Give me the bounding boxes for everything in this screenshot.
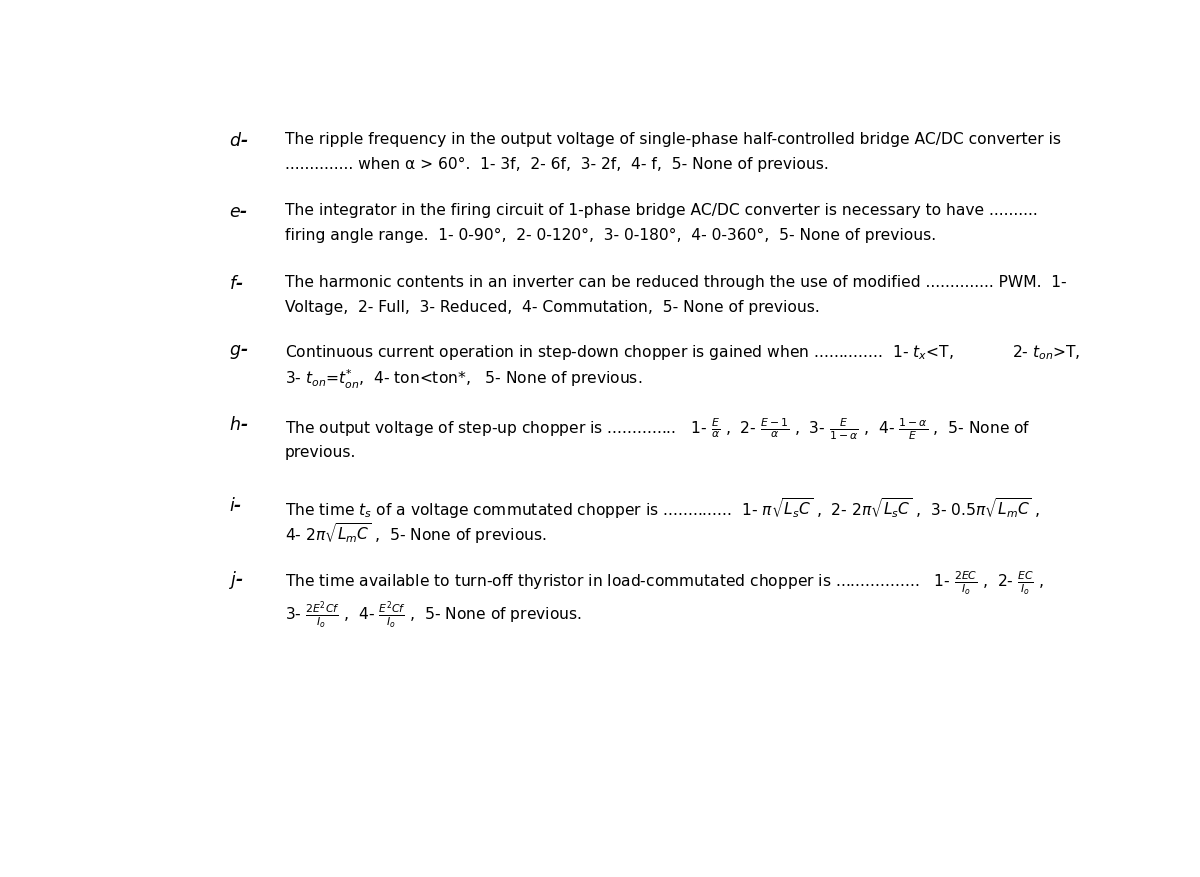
Text: $\mathit{j}$-: $\mathit{j}$- xyxy=(229,569,244,591)
Text: Voltage,  2- Full,  3- Reduced,  4- Commutation,  5- None of previous.: Voltage, 2- Full, 3- Reduced, 4- Commuta… xyxy=(284,301,820,316)
Text: $\mathit{f}$-: $\mathit{f}$- xyxy=(229,275,244,294)
Text: 4- $2\pi\sqrt{L_mC}$ ,  5- None of previous.: 4- $2\pi\sqrt{L_mC}$ , 5- None of previo… xyxy=(284,522,547,546)
Text: $\mathit{i}$-: $\mathit{i}$- xyxy=(229,497,242,515)
Text: $\mathit{h}$-: $\mathit{h}$- xyxy=(229,416,248,434)
Text: Continuous current operation in step-down chopper is gained when .............. : Continuous current operation in step-dow… xyxy=(284,343,1080,362)
Text: $\mathit{d}$-: $\mathit{d}$- xyxy=(229,132,248,150)
Text: The time available to turn-off thyristor in load-commutated chopper is .........: The time available to turn-off thyristor… xyxy=(284,569,1044,596)
Text: $\mathit{g}$-: $\mathit{g}$- xyxy=(229,343,248,361)
Text: The harmonic contents in an inverter can be reduced through the use of modified : The harmonic contents in an inverter can… xyxy=(284,275,1067,290)
Text: The time $t_s$ of a voltage commutated chopper is ..............  1- $\pi\sqrt{L: The time $t_s$ of a voltage commutated c… xyxy=(284,497,1040,521)
Text: The output voltage of step-up chopper is ..............   1- $\frac{E}{\alpha}$ : The output voltage of step-up chopper is… xyxy=(284,416,1031,441)
Text: 3- $t_{on}$=$t_{on}^{*}$,  4- ton<ton*,   5- None of previous.: 3- $t_{on}$=$t_{on}^{*}$, 4- ton<ton*, 5… xyxy=(284,368,642,391)
Text: 3- $\frac{2E^2Cf}{I_o}$ ,  4- $\frac{E^2Cf}{I_o}$ ,  5- None of previous.: 3- $\frac{2E^2Cf}{I_o}$ , 4- $\frac{E^2C… xyxy=(284,600,582,631)
Text: The ripple frequency in the output voltage of single-phase half-controlled bridg: The ripple frequency in the output volta… xyxy=(284,132,1061,147)
Text: $\mathit{e}$-: $\mathit{e}$- xyxy=(229,203,248,221)
Text: firing angle range.  1- 0-90°,  2- 0-120°,  3- 0-180°,  4- 0-360°,  5- None of p: firing angle range. 1- 0-90°, 2- 0-120°,… xyxy=(284,228,936,243)
Text: previous.: previous. xyxy=(284,445,356,460)
Text: .............. when α > 60°.  1- 3f,  2- 6f,  3- 2f,  4- f,  5- None of previous: .............. when α > 60°. 1- 3f, 2- 6… xyxy=(284,157,829,172)
Text: The integrator in the firing circuit of 1-phase bridge AC/DC converter is necess: The integrator in the firing circuit of … xyxy=(284,203,1038,218)
